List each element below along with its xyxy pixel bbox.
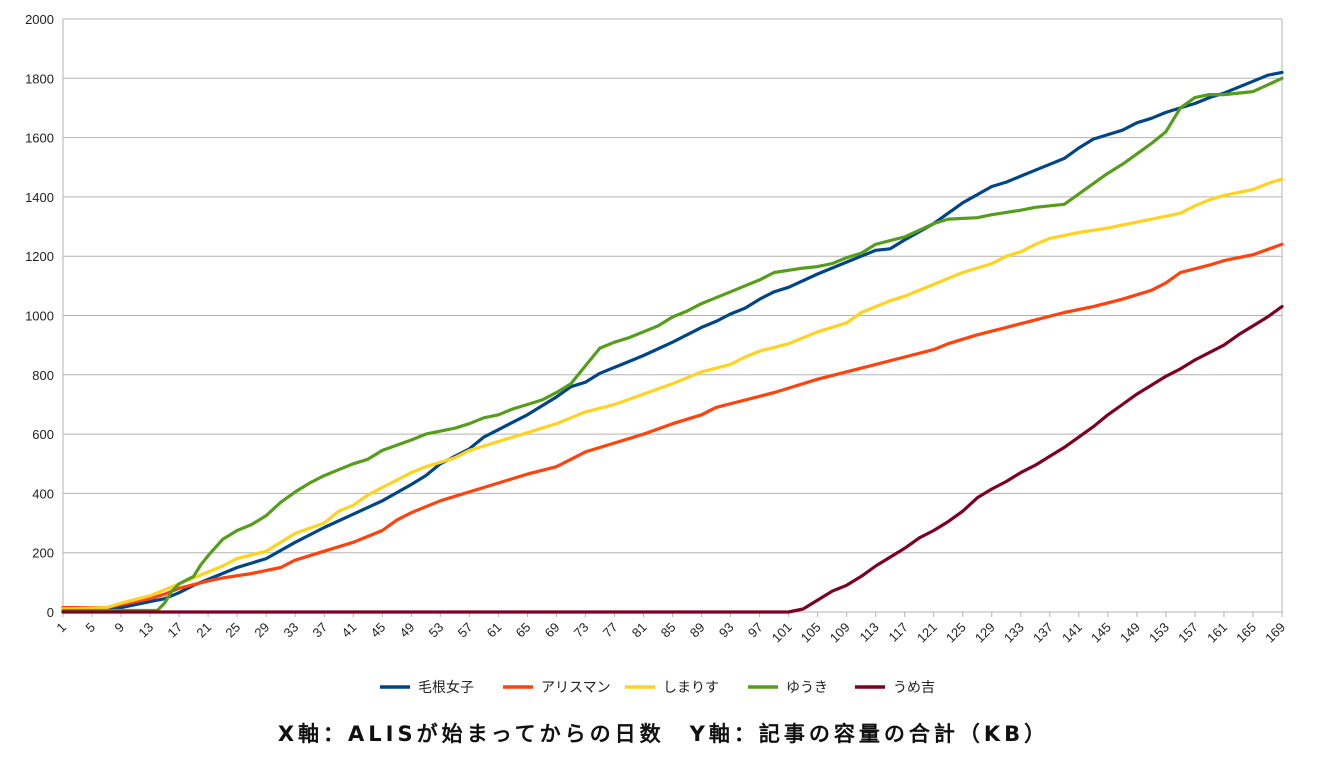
x-tick-label: 169 — [1262, 620, 1288, 646]
y-tick-label: 1000 — [25, 309, 54, 324]
y-tick-label: 0 — [47, 605, 54, 620]
x-tick-label: 21 — [193, 620, 214, 641]
y-tick-label: 2000 — [25, 12, 54, 27]
y-tick-label: 400 — [32, 486, 54, 501]
x-tick-label: 13 — [135, 620, 156, 641]
x-tick-label: 133 — [1001, 620, 1027, 646]
x-tick-label: 33 — [280, 620, 301, 641]
x-tick-label: 109 — [827, 620, 853, 646]
y-tick-label: 1800 — [25, 71, 54, 86]
x-tick-label: 93 — [716, 620, 737, 641]
x-tick-label: 113 — [857, 620, 882, 645]
x-tick-label: 125 — [943, 620, 969, 646]
x-tick-label: 5 — [82, 620, 98, 636]
series-line-2 — [61, 242, 1284, 610]
x-tick-label: 45 — [368, 620, 389, 641]
y-tick-label: 200 — [32, 546, 54, 561]
x-tick-label: 25 — [222, 620, 243, 641]
x-tick-label: 17 — [164, 620, 185, 641]
x-tick-label: 81 — [629, 620, 650, 641]
x-tick-label: 121 — [914, 620, 940, 646]
x-tick-label: 157 — [1175, 620, 1201, 646]
x-tick-label: 129 — [972, 620, 998, 646]
x-tick-label: 53 — [426, 620, 447, 641]
series-line-3 — [61, 177, 1284, 611]
y-axis-ticks: 0 200 400 600 800 1000 1200 1400 1600 1800 2000 — [25, 12, 54, 620]
series-line-5 — [61, 305, 1284, 614]
y-tick-label: 1400 — [25, 190, 54, 205]
x-tick-label: 9 — [111, 620, 127, 636]
x-tick-label: 73 — [571, 620, 592, 641]
x-tick-label: 69 — [542, 620, 563, 641]
series-lines — [61, 70, 1284, 614]
legend-label-3: しまりす — [663, 680, 719, 696]
legend-label-4: ゆうき — [786, 680, 828, 696]
x-tick-label: 153 — [1146, 620, 1172, 646]
x-tick-label: 141 — [1059, 620, 1085, 646]
x-tick-label: 77 — [600, 620, 621, 641]
x-tick-label: 149 — [1117, 620, 1143, 646]
y-tick-label: 1600 — [25, 131, 54, 146]
x-tick-label: 85 — [658, 620, 679, 641]
x-tick-label: 105 — [798, 620, 824, 646]
x-tick-label: 137 — [1030, 620, 1056, 646]
x-tick-label: 29 — [251, 620, 272, 641]
x-tick-label: 57 — [455, 620, 476, 641]
x-tick-label: 165 — [1233, 620, 1259, 646]
x-tick-label: 65 — [513, 620, 534, 641]
legend: 毛根女子 アリスマン しまりす ゆうき うめ吉 — [380, 679, 935, 696]
x-tick-label: 89 — [687, 620, 708, 641]
x-axis-ticks: 1 5 9 13 17 21 25 29 33 37 41 45 49 53 57 61 65 69 73 77 81 8… — [53, 612, 1288, 645]
series-line-1 — [61, 70, 1284, 611]
x-tick-label: 161 — [1204, 620, 1230, 646]
x-tick-label: 41 — [339, 620, 360, 641]
x-tick-label: 97 — [745, 620, 766, 641]
x-tick-label: 1 — [53, 620, 69, 636]
x-tick-label: 101 — [769, 620, 795, 646]
axis-caption: X軸：ALISが始まってからの日数 Y軸：記事の容量の合計（KB） — [277, 722, 1050, 746]
legend-label-5: うめ吉 — [893, 680, 935, 696]
x-tick-label: 61 — [484, 620, 505, 641]
x-tick-label: 49 — [397, 620, 418, 641]
x-tick-label: 145 — [1088, 620, 1114, 646]
y-tick-label: 600 — [32, 427, 54, 442]
y-tick-label: 800 — [32, 368, 54, 383]
series-line-4 — [61, 76, 1284, 613]
x-tick-label: 117 — [886, 620, 911, 645]
legend-label-2: アリスマン — [541, 680, 611, 696]
y-tick-label: 1200 — [25, 249, 54, 264]
x-tick-label: 37 — [309, 620, 330, 641]
legend-label-1: 毛根女子 — [418, 679, 474, 696]
